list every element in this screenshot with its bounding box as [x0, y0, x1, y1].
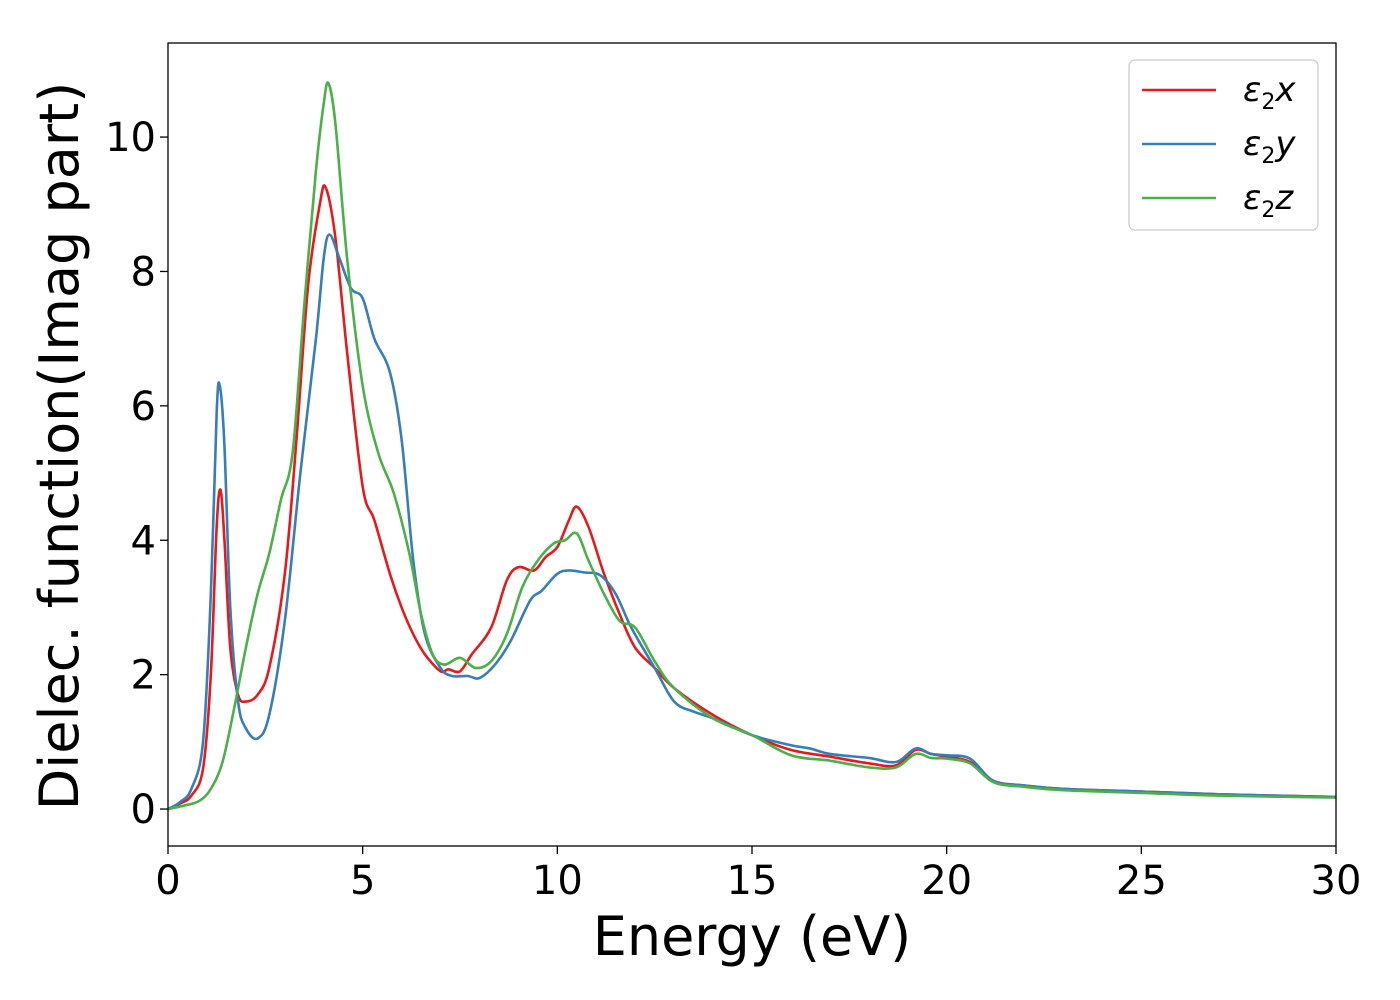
legend-label-3: ε2z	[1243, 178, 1294, 223]
legend-label-tail: x	[1274, 70, 1296, 110]
x-axis: 0 5 10 15 20 25 30	[155, 846, 1361, 904]
legend-box	[1128, 59, 1319, 231]
legend-label-base: ε	[1243, 178, 1261, 218]
y-axis-label: Dielec. function(Imag part)	[28, 82, 91, 811]
legend-label-tail: y	[1274, 124, 1296, 164]
legend-label-base: ε	[1243, 124, 1261, 164]
series-line-3	[167, 81, 1337, 811]
x-tick-label: 5	[350, 858, 375, 904]
y-tick-label: 10	[105, 115, 156, 161]
y-tick-label: 6	[131, 384, 156, 430]
legend-label-1: ε2x	[1243, 70, 1296, 115]
legend-label-base: ε	[1243, 70, 1261, 110]
x-tick-label: 20	[921, 858, 972, 904]
legend-label-sub: 2	[1261, 144, 1275, 169]
x-tick-label: 15	[727, 858, 778, 904]
y-tick-label: 0	[131, 787, 156, 833]
y-tick-label: 8	[131, 249, 156, 295]
y-tick-label: 4	[131, 518, 156, 564]
series-line-1	[167, 184, 1337, 811]
legend-label-sub: 2	[1261, 198, 1275, 223]
legend-label-2: ε2y	[1243, 124, 1296, 169]
x-tick-label: 30	[1311, 858, 1362, 904]
x-tick-label: 25	[1116, 858, 1167, 904]
y-tick-label: 2	[131, 653, 156, 699]
x-tick-label: 10	[532, 858, 583, 904]
series-lines	[167, 81, 1337, 811]
legend-label-tail: z	[1274, 178, 1294, 218]
x-tick-label: 0	[155, 858, 180, 904]
legend-label-sub: 2	[1261, 90, 1275, 115]
y-axis: 0 2 4 6 8 10	[105, 115, 168, 833]
x-axis-label: Energy (eV)	[593, 905, 912, 968]
